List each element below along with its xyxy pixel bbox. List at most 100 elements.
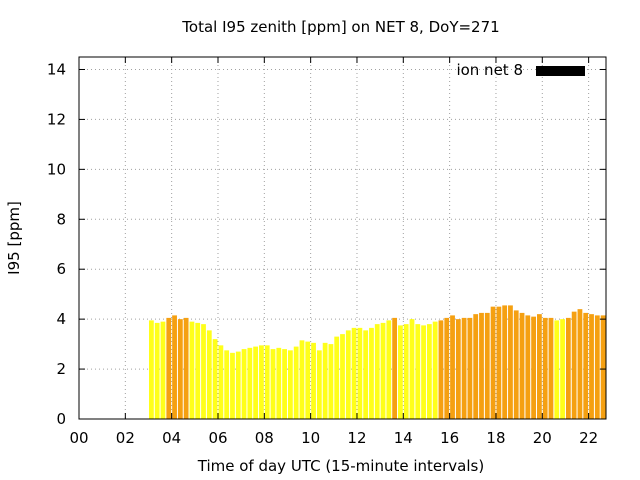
legend: ion net 8	[456, 61, 585, 79]
x-tick-label: 12	[347, 429, 366, 447]
x-tick-label: 22	[579, 429, 598, 447]
bar	[334, 336, 340, 419]
bar	[473, 314, 479, 419]
bar	[357, 327, 363, 419]
bar	[369, 327, 374, 419]
bar	[305, 341, 311, 419]
bar	[259, 345, 264, 419]
x-tick-label: 14	[394, 429, 413, 447]
bar	[496, 306, 502, 419]
bar	[293, 346, 299, 419]
y-tick-label: 10	[47, 160, 66, 178]
y-tick-label: 2	[56, 360, 66, 378]
bar	[351, 327, 357, 419]
bar	[519, 312, 525, 419]
bar	[490, 306, 496, 419]
bar	[531, 316, 537, 419]
bar	[316, 350, 322, 419]
bar	[594, 315, 600, 419]
bar	[276, 347, 282, 419]
bar	[270, 349, 276, 419]
bar	[224, 350, 230, 419]
bar	[565, 317, 571, 419]
x-tick-label: 06	[208, 429, 227, 447]
bar	[212, 339, 218, 419]
bar	[409, 319, 415, 419]
bar	[374, 324, 380, 419]
bar	[247, 347, 253, 419]
bar	[172, 315, 177, 419]
bar	[230, 352, 235, 419]
bar	[264, 345, 270, 419]
y-tick-label: 4	[56, 310, 66, 328]
bar	[235, 351, 241, 419]
bar	[148, 320, 154, 419]
bar	[403, 324, 409, 419]
bar	[398, 325, 403, 419]
x-tick-label: 20	[533, 429, 552, 447]
bar	[450, 315, 455, 419]
bar	[508, 305, 513, 419]
x-tick-label: 08	[255, 429, 274, 447]
bar	[438, 320, 444, 419]
x-tick-label: 04	[162, 429, 181, 447]
bar	[160, 321, 166, 419]
bar	[577, 309, 583, 419]
bar	[201, 324, 206, 419]
bar	[479, 312, 484, 419]
bars	[148, 305, 606, 419]
bar	[415, 324, 421, 419]
y-tick-label: 8	[56, 210, 66, 228]
bar	[322, 342, 328, 419]
bar	[583, 312, 589, 419]
bar	[571, 311, 577, 419]
bar	[525, 315, 531, 419]
y-tick-label: 14	[47, 60, 66, 78]
bar	[502, 305, 508, 419]
bar	[328, 344, 334, 419]
bar	[299, 340, 305, 419]
bar	[183, 317, 189, 419]
legend-swatch	[536, 66, 585, 76]
y-axis-label: I95 [ppm]	[5, 201, 23, 275]
x-tick-label: 00	[69, 429, 88, 447]
bar	[340, 334, 345, 419]
bar	[282, 349, 287, 419]
bar	[345, 330, 351, 419]
y-tick-label: 6	[56, 260, 66, 278]
x-tick-label: 10	[301, 429, 320, 447]
bar	[484, 312, 490, 419]
x-tick-label: 18	[486, 429, 505, 447]
bar	[241, 349, 247, 419]
bar	[386, 320, 392, 419]
bar	[455, 319, 461, 419]
bar	[154, 322, 160, 419]
bar	[432, 321, 438, 419]
grid	[79, 57, 606, 419]
bar	[467, 317, 473, 419]
y-tick-label: 0	[56, 410, 66, 428]
bar	[600, 315, 606, 419]
bar	[206, 330, 212, 419]
bar	[253, 346, 259, 419]
bar	[166, 317, 172, 419]
bar	[189, 321, 195, 419]
bar	[421, 325, 426, 419]
x-axis-label: Time of day UTC (15-minute intervals)	[197, 457, 484, 475]
bar	[392, 317, 398, 419]
x-tick-label: 02	[116, 429, 135, 447]
bar	[461, 317, 467, 419]
legend-label: ion net 8	[456, 61, 523, 79]
y-tick-label: 12	[47, 110, 66, 128]
bar	[554, 320, 560, 419]
bar	[380, 322, 386, 419]
bar	[218, 345, 224, 419]
bar	[513, 310, 519, 419]
bar	[560, 319, 565, 419]
bar	[363, 330, 369, 419]
bar	[537, 314, 542, 419]
x-tick-label: 16	[440, 429, 459, 447]
bar	[311, 342, 316, 419]
